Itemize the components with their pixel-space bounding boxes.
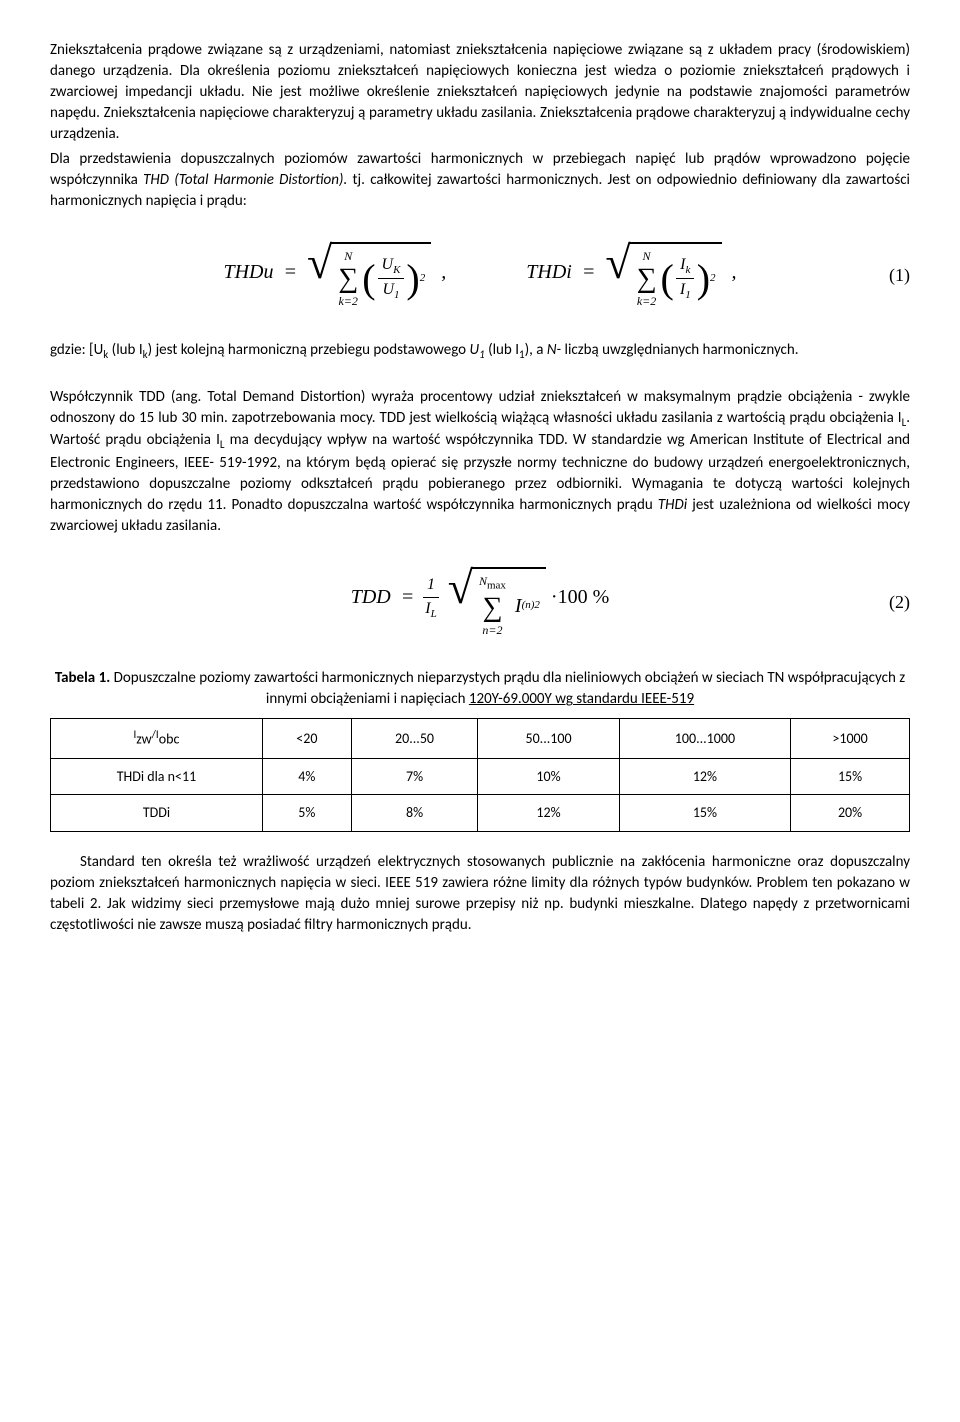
eq1-f1n: U bbox=[382, 256, 394, 273]
p3g: N- bbox=[547, 341, 561, 359]
eq2-fn: 1 bbox=[423, 574, 439, 597]
eq2-sumbot: n=2 bbox=[482, 623, 502, 637]
r1c4: 15% bbox=[791, 758, 910, 795]
r1-label: THDi dla n<11 bbox=[51, 758, 263, 795]
eq2-fds: L bbox=[431, 608, 437, 620]
paragraph-3: gdzie: [Uk (lub Ik) jest kolejną harmoni… bbox=[50, 340, 910, 362]
paragraph-4: Współczynnik TDD (ang. Total Demand Dist… bbox=[50, 387, 910, 537]
r1c2: 10% bbox=[478, 758, 619, 795]
r1c3: 12% bbox=[619, 758, 790, 795]
p2-b: THD (Total Harmonie Distortion). bbox=[143, 171, 347, 189]
r2c4: 20% bbox=[791, 795, 910, 832]
eq2-exp: 2 bbox=[534, 598, 540, 613]
r2-label: TDDi bbox=[51, 795, 263, 832]
eq1-sumbot1: k=2 bbox=[338, 294, 357, 308]
r2c0: 5% bbox=[262, 795, 351, 832]
p3h: liczbą uwzględnianych harmonicznych. bbox=[561, 341, 798, 359]
r2c1: 8% bbox=[351, 795, 478, 832]
p3f: ), a bbox=[525, 341, 547, 359]
eq2-varsub: (n) bbox=[522, 598, 535, 613]
eq1-sumtop1: N bbox=[344, 249, 352, 263]
eq1-f2ns: k bbox=[686, 264, 691, 276]
table-row: THDi dla n<11 4% 7% 10% 12% 15% bbox=[51, 758, 910, 795]
eq2-body: TDD = 1 IL √ Nmax ∑ n=2 I(n)2 ·100 % bbox=[351, 567, 610, 639]
paragraph-5: Standard ten określa też wrażliwość urzą… bbox=[50, 852, 910, 936]
eq2-number: (2) bbox=[889, 590, 910, 615]
eq2-lhs: TDD bbox=[351, 586, 391, 608]
paragraph-2: Dla przedstawienia dopuszczalnych poziom… bbox=[50, 149, 910, 212]
r1c1: 7% bbox=[351, 758, 478, 795]
eq1-f1ds: 1 bbox=[394, 289, 400, 301]
tc-c: 120Y-69.000Y wg standardu IEEE-519 bbox=[469, 690, 694, 708]
eq1-f1ns: K bbox=[393, 264, 400, 276]
hdr-c4: >1000 bbox=[791, 719, 910, 758]
eq1-exp1: 2 bbox=[420, 271, 426, 286]
eq2-var: I bbox=[515, 592, 522, 620]
eq2-tail: ·100 % bbox=[551, 586, 609, 608]
r2c3: 15% bbox=[619, 795, 790, 832]
eq2-sumtop: N bbox=[479, 574, 487, 588]
p3e: (lub I bbox=[485, 341, 519, 359]
p3a: gdzie: [U bbox=[50, 341, 103, 359]
eq1-sumbot2: k=2 bbox=[637, 294, 656, 308]
r2c2: 12% bbox=[478, 795, 619, 832]
table-1: Izw/Iobc <20 20...50 50...100 100...1000… bbox=[50, 718, 910, 831]
hdr-c3: 100...1000 bbox=[619, 719, 790, 758]
eq1-thdu: THDu = √ N ∑ k=2 ( UK U1 )2 , bbox=[223, 242, 446, 310]
eq1-exp2: 2 bbox=[710, 271, 716, 286]
equation-1: THDu = √ N ∑ k=2 ( UK U1 )2 , THDi = bbox=[50, 242, 910, 310]
tc-a: Tabela 1. bbox=[55, 669, 110, 687]
hdr-c0: <20 bbox=[262, 719, 351, 758]
table-row: TDDi 5% 8% 12% 15% 20% bbox=[51, 795, 910, 832]
p3d: U bbox=[469, 341, 479, 359]
eq1-lhs1: THDu bbox=[223, 261, 273, 283]
eq1-sumtop2: N bbox=[643, 249, 651, 263]
eq1-f1d: U bbox=[382, 281, 394, 298]
hdr-c1: 20...50 bbox=[351, 719, 478, 758]
paragraph-1: Zniekształcenia prądowe związane są z ur… bbox=[50, 40, 910, 145]
eq1-number: (1) bbox=[889, 263, 910, 288]
hdr-c2: 50...100 bbox=[478, 719, 619, 758]
p3b: (lub I bbox=[108, 341, 142, 359]
eq1-thdi: THDi = √ N ∑ k=2 ( Ik I1 )2 , bbox=[526, 242, 736, 310]
hdr-zw: zw bbox=[136, 731, 151, 748]
p4d: THDi bbox=[658, 496, 687, 514]
table-row-header: Izw/Iobc <20 20...50 50...100 100...1000… bbox=[51, 719, 910, 758]
hdr-ratio: Izw/Iobc bbox=[51, 719, 263, 758]
p3c: ) jest kolejną harmoniczną przebiegu pod… bbox=[148, 341, 470, 359]
r1c0: 4% bbox=[262, 758, 351, 795]
eq1-f2ds: 1 bbox=[685, 289, 691, 301]
table-1-caption: Tabela 1. Dopuszczalne poziomy zawartośc… bbox=[50, 668, 910, 710]
p4a: Współczynnik TDD (ang. Total Demand Dist… bbox=[50, 388, 910, 427]
eq1-lhs2: THDi bbox=[526, 261, 572, 283]
eq2-sumtopsub: max bbox=[487, 579, 506, 591]
equation-2: TDD = 1 IL √ Nmax ∑ n=2 I(n)2 ·100 % (2) bbox=[50, 567, 910, 639]
hdr-obc: obc bbox=[159, 731, 180, 748]
